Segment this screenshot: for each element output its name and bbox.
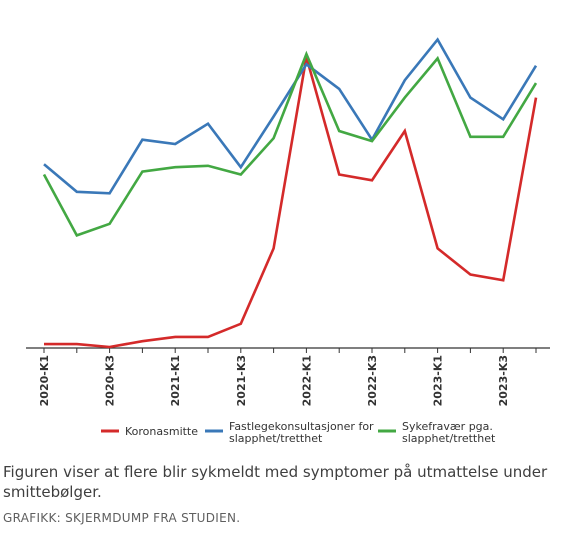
legend-item: Fastlegekonsultasjoner forslapphet/trett… [205, 420, 374, 445]
x-tick-label: 2020-K3 [104, 355, 117, 406]
figure-caption: Figuren viser at flere blir sykmeldt med… [3, 463, 548, 501]
legend-label: Koronasmitte [125, 425, 198, 438]
series-line-sykefravaer [42, 50, 538, 237]
legend-label: Fastlegekonsultasjoner for [229, 420, 374, 433]
series-line-koronasmitte [44, 56, 538, 349]
x-tick-label: 2023-K1 [432, 355, 445, 406]
x-tick-label: 2020-K1 [38, 355, 51, 406]
legend-label: slapphet/tretthet [402, 432, 496, 445]
x-tick-label: 2023-K3 [497, 355, 510, 406]
legend-item: Sykefravær pga.slapphet/tretthet [378, 420, 496, 445]
series-line-fastlegekonsultasjoner [43, 37, 538, 195]
legend-label: Sykefravær pga. [402, 420, 493, 433]
graphic-credit: GRAFIKK: SKJERMDUMP FRA STUDIEN. [3, 511, 241, 525]
x-tick-label: 2021-K3 [235, 355, 248, 406]
legend-label: slapphet/tretthet [229, 432, 323, 445]
x-tick-label: 2022-K3 [366, 355, 379, 406]
x-tick-label: 2022-K1 [300, 355, 313, 406]
line-chart: 2020-K1 2020-K3 2021-K1 2021-K3 2022-K1 2022-… [26, 37, 550, 445]
x-tick-label: 2021-K1 [169, 355, 182, 406]
legend-item: Koronasmitte [101, 425, 198, 438]
